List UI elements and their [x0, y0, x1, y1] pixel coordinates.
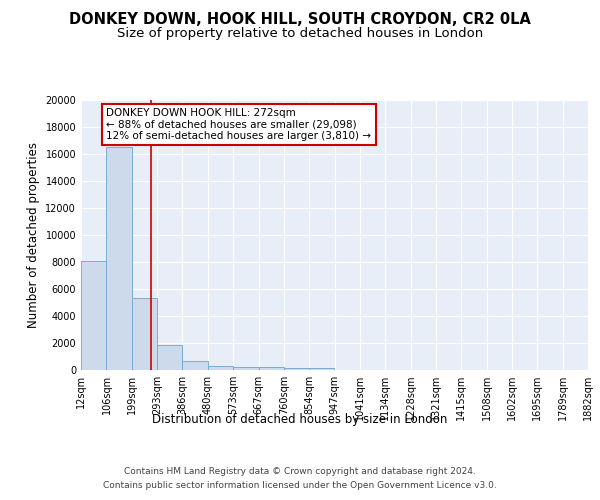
Bar — [284, 368, 309, 370]
Bar — [106, 147, 132, 370]
Bar — [81, 260, 106, 370]
Bar — [259, 368, 284, 370]
Text: DONKEY DOWN HOOK HILL: 272sqm
← 88% of detached houses are smaller (29,098)
12% : DONKEY DOWN HOOK HILL: 272sqm ← 88% of d… — [106, 108, 371, 142]
Bar — [208, 366, 233, 370]
Y-axis label: Number of detached properties: Number of detached properties — [27, 142, 40, 328]
Text: DONKEY DOWN, HOOK HILL, SOUTH CROYDON, CR2 0LA: DONKEY DOWN, HOOK HILL, SOUTH CROYDON, C… — [69, 12, 531, 28]
Text: Contains public sector information licensed under the Open Government Licence v3: Contains public sector information licen… — [103, 481, 497, 490]
Bar — [182, 360, 208, 370]
Text: Distribution of detached houses by size in London: Distribution of detached houses by size … — [152, 412, 448, 426]
Bar — [132, 298, 157, 370]
Text: Contains HM Land Registry data © Crown copyright and database right 2024.: Contains HM Land Registry data © Crown c… — [124, 468, 476, 476]
Bar — [157, 345, 182, 370]
Bar — [233, 367, 259, 370]
Text: Size of property relative to detached houses in London: Size of property relative to detached ho… — [117, 28, 483, 40]
Bar — [309, 368, 335, 370]
